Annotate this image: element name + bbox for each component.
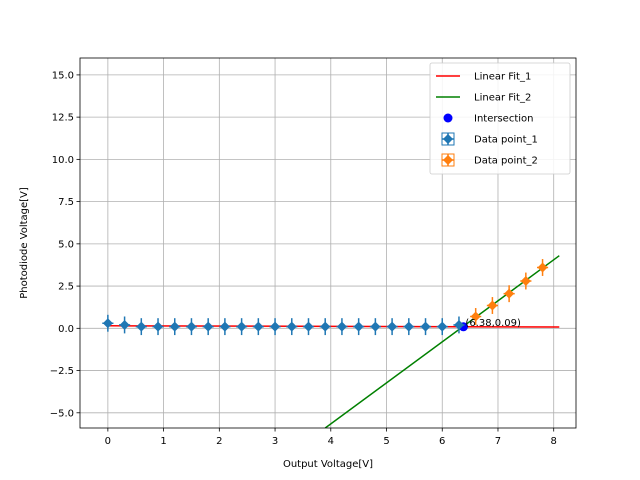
y-tick-label: 12.5 [52,113,74,124]
legend-entry: Intersection [443,113,534,125]
legend-marker [443,134,453,144]
legend-label: Intersection [474,114,534,125]
y-axis-label: Photodiode Voltage[V] [19,187,30,299]
y-tick-label: −5.0 [50,408,74,419]
y-tick-label: 10.0 [52,155,74,166]
series-linear-fit-1 [107,325,560,328]
y-tick-label: 15.0 [52,70,74,81]
legend-label: Data point_1 [474,135,538,146]
legend-entry: Linear Fit_1 [436,72,531,83]
data-point [387,321,398,332]
data-point [286,321,297,332]
data-point [403,321,414,332]
data-point [119,319,130,330]
intersection-label: (6.38,0.09) [465,318,521,329]
data-point [504,288,515,299]
legend-box [429,62,571,175]
data-point [253,321,264,332]
plot-frame [79,57,577,429]
legend-label: Data point_2 [474,156,538,167]
x-tick-label: 1 [160,436,166,447]
data-point [169,321,180,332]
data-point [520,276,531,287]
data-point [136,321,147,332]
data-point [453,319,464,330]
data-point [153,321,164,332]
data-point [437,321,448,332]
fit-line [107,325,560,328]
x-axis: 0 1 2 3 4 5 6 7 8 [105,428,557,447]
y-tick-label: 0.0 [58,324,74,335]
data-point [370,321,381,332]
x-tick-label: 3 [272,436,278,447]
x-tick-label: 4 [328,436,334,447]
legend-label: Linear Fit_1 [474,72,531,83]
chart-marks [102,255,560,428]
fit-line [324,255,560,428]
series-data-point-2 [470,259,549,325]
y-tick-label: −2.5 [50,366,74,377]
legend-marker [443,155,453,165]
legend-label: Linear Fit_2 [474,93,531,104]
series-data-point-1 [102,314,465,336]
data-point [102,318,113,329]
legend-point-swatch [443,113,453,123]
data-point [353,321,364,332]
data-point [420,321,431,332]
data-point [219,321,230,332]
x-tick-label: 2 [216,436,222,447]
legend-entry: Data point_2 [441,153,538,167]
x-tick-label: 5 [383,436,389,447]
data-point [186,321,197,332]
x-tick-label: 7 [495,436,501,447]
data-point [320,321,331,332]
data-point [203,321,214,332]
legend-entry: Data point_1 [441,132,538,146]
annotations: (6.38,0.09) [465,318,521,329]
x-tick-label: 6 [439,436,445,447]
data-point [470,311,481,322]
data-point [537,262,548,273]
y-tick-label: 5.0 [58,239,74,250]
data-point [336,321,347,332]
y-tick-label: 7.5 [58,197,74,208]
legend-entry: Linear Fit_2 [436,93,531,104]
data-point [270,321,281,332]
series-linear-fit-2 [324,255,560,428]
data-point [487,300,498,311]
y-tick-label: 2.5 [58,282,74,293]
legend: Linear Fit_1 Linear Fit_2 Intersection Data… [429,62,571,175]
y-axis: −5.0 −2.5 0.0 2.5 5.0 7.5 10.0 12.5 15.0 [50,70,80,419]
x-tick-label: 8 [551,436,557,447]
data-point [303,321,314,332]
data-point [236,321,247,332]
x-tick-label: 0 [105,436,111,447]
x-axis-label: Output Voltage[V] [283,459,373,470]
